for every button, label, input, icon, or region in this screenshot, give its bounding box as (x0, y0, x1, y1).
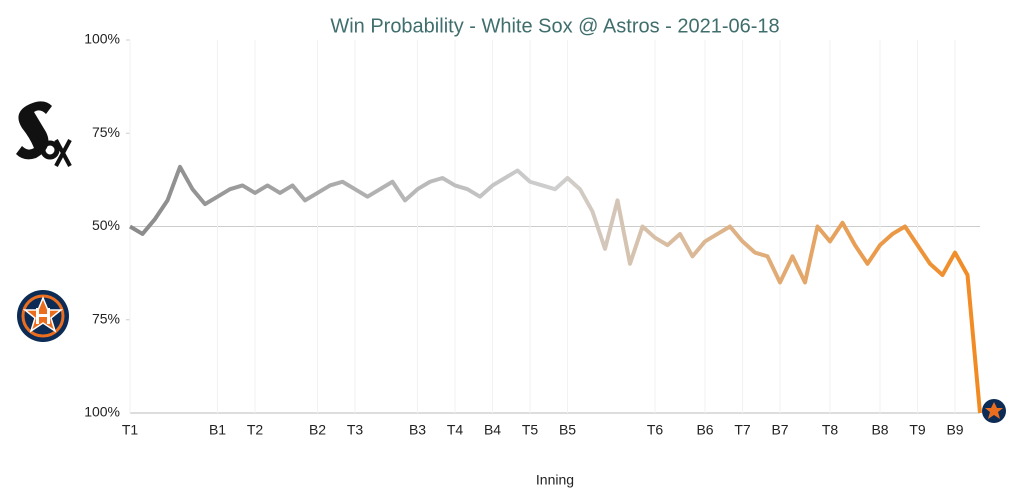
x-tick-label: T2 (247, 422, 264, 438)
x-tick-label: T3 (347, 422, 364, 438)
x-tick-label: T8 (822, 422, 839, 438)
y-tick-label: 100% (84, 31, 120, 47)
astros-logo (17, 290, 69, 342)
y-tick-label: 75% (92, 124, 120, 140)
chart-title: Win Probability - White Sox @ Astros - 2… (330, 15, 779, 37)
x-tick-label: T5 (522, 422, 539, 438)
x-tick-label: B9 (946, 422, 963, 438)
x-tick-label: T9 (909, 422, 926, 438)
x-tick-label: B6 (696, 422, 713, 438)
x-tick-label: T6 (647, 422, 664, 438)
x-tick-label: B8 (871, 422, 888, 438)
x-tick-label: B7 (771, 422, 788, 438)
x-tick-label: B2 (309, 422, 326, 438)
y-tick-label: 100% (84, 404, 120, 420)
astros-end-icon (982, 399, 1006, 423)
x-tick-label: T4 (447, 422, 464, 438)
x-tick-label: B3 (409, 422, 426, 438)
x-tick-label: B4 (484, 422, 501, 438)
x-tick-label: B5 (559, 422, 576, 438)
x-tick-label: B1 (209, 422, 226, 438)
sox-logo (16, 101, 72, 167)
x-tick-label: T1 (122, 422, 139, 438)
y-tick-label: 75% (92, 310, 120, 326)
y-tick-label: 50% (92, 217, 120, 233)
x-axis-label: Inning (536, 472, 574, 488)
x-tick-label: T7 (734, 422, 751, 438)
win-probability-line (128, 164, 982, 414)
